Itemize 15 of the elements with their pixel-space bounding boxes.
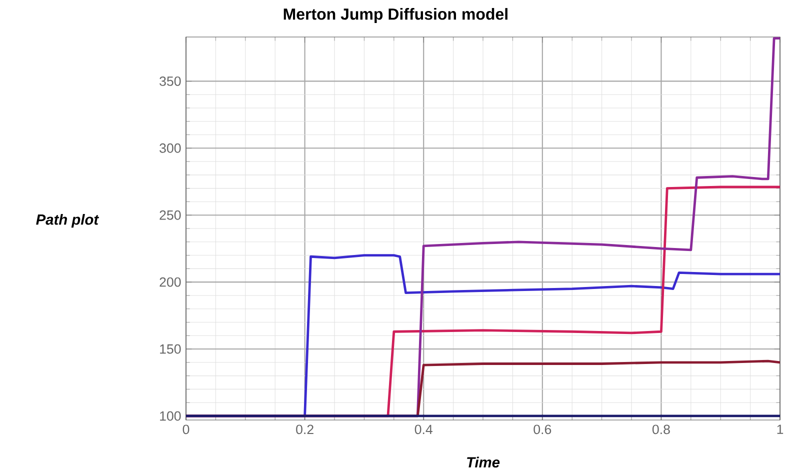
y-tick-label: 150 [160, 344, 181, 354]
x-tick-label: 0.8 [652, 424, 670, 434]
y-tick-label: 300 [160, 143, 181, 153]
y-tick-label: 250 [160, 210, 181, 220]
y-tick-label: 200 [160, 277, 181, 287]
x-tick-label: 0.6 [534, 424, 552, 434]
chart-title: Merton Jump Diffusion model [284, 8, 508, 23]
x-tick-label: 0 [182, 424, 190, 434]
y-tick-label: 100 [160, 411, 181, 421]
y-axis-title: Path plot [36, 214, 100, 228]
x-tick-label: 0.2 [296, 424, 314, 434]
x-tick-label: 1 [777, 424, 784, 434]
y-tick-label: 350 [160, 76, 181, 86]
x-tick-label: 0.4 [414, 424, 432, 434]
x-axis-title: Time [467, 456, 500, 468]
